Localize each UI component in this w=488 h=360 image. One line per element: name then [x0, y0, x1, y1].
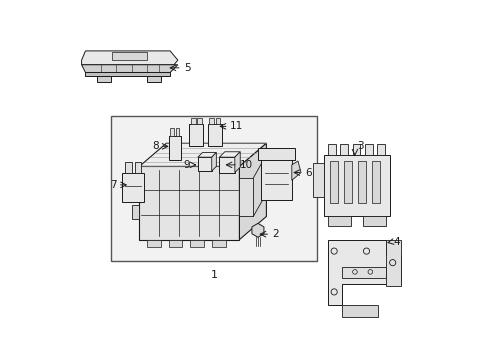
Polygon shape: [211, 153, 216, 171]
Bar: [362, 216, 385, 226]
Text: 9: 9: [183, 160, 190, 170]
Text: 10: 10: [239, 160, 252, 170]
Polygon shape: [81, 51, 178, 65]
Bar: [340, 144, 347, 155]
Polygon shape: [81, 65, 178, 72]
Bar: [168, 239, 182, 247]
Polygon shape: [327, 239, 400, 305]
Bar: [135, 162, 141, 172]
Bar: [198, 157, 211, 171]
Bar: [147, 239, 161, 247]
Bar: [364, 144, 372, 155]
Text: 7: 7: [109, 180, 116, 190]
Bar: [190, 239, 203, 247]
Bar: [377, 144, 384, 155]
Polygon shape: [198, 153, 216, 157]
Bar: [207, 124, 221, 145]
Text: 5: 5: [183, 63, 190, 73]
Bar: [261, 157, 291, 199]
Text: 4: 4: [393, 237, 399, 247]
Bar: [329, 161, 337, 203]
Polygon shape: [291, 161, 301, 180]
Bar: [327, 216, 350, 226]
Polygon shape: [85, 72, 170, 76]
Bar: [209, 118, 214, 124]
Bar: [211, 239, 225, 247]
Bar: [170, 128, 174, 136]
Bar: [189, 124, 203, 145]
Bar: [190, 118, 195, 124]
Bar: [327, 144, 335, 155]
Text: 1: 1: [210, 270, 217, 280]
Bar: [219, 157, 234, 172]
Bar: [168, 136, 181, 160]
Bar: [352, 144, 360, 155]
Text: 2: 2: [272, 229, 279, 239]
Polygon shape: [139, 143, 266, 166]
Bar: [357, 161, 365, 203]
Bar: [131, 205, 139, 219]
Bar: [111, 116, 317, 261]
Bar: [112, 53, 147, 60]
Polygon shape: [341, 305, 377, 316]
Bar: [147, 76, 161, 82]
Polygon shape: [239, 143, 266, 239]
Text: 6: 6: [305, 167, 311, 177]
Bar: [97, 76, 111, 82]
Bar: [122, 172, 143, 202]
Bar: [385, 239, 400, 286]
Bar: [125, 162, 131, 172]
Polygon shape: [312, 163, 324, 197]
Bar: [175, 128, 179, 136]
Polygon shape: [219, 152, 240, 157]
Bar: [131, 182, 139, 195]
Text: 3: 3: [357, 141, 363, 151]
Bar: [371, 161, 379, 203]
Bar: [257, 148, 294, 160]
Text: 8: 8: [152, 141, 159, 151]
Text: 11: 11: [230, 121, 243, 131]
Bar: [215, 118, 220, 124]
Bar: [344, 161, 351, 203]
Polygon shape: [341, 266, 385, 278]
Bar: [324, 155, 389, 216]
Polygon shape: [251, 223, 264, 237]
Bar: [197, 118, 202, 124]
Polygon shape: [234, 152, 240, 172]
Polygon shape: [139, 166, 239, 239]
Bar: [239, 178, 253, 216]
